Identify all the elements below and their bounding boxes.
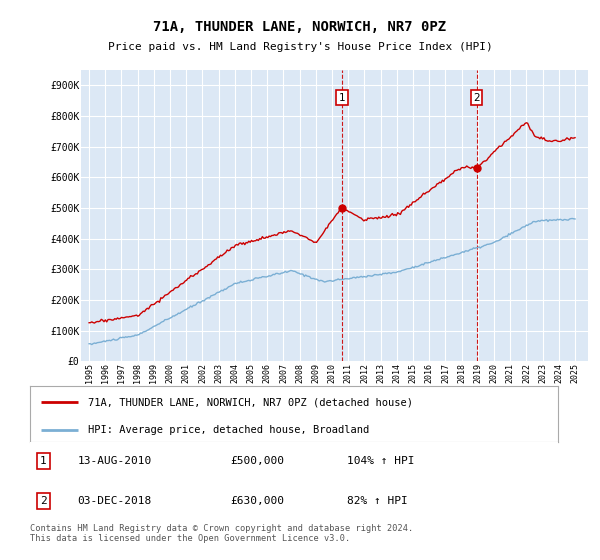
Text: HPI: Average price, detached house, Broadland: HPI: Average price, detached house, Broa… bbox=[88, 425, 370, 435]
Text: 2: 2 bbox=[473, 92, 480, 102]
Text: Price paid vs. HM Land Registry's House Price Index (HPI): Price paid vs. HM Land Registry's House … bbox=[107, 42, 493, 52]
Text: 71A, THUNDER LANE, NORWICH, NR7 0PZ (detached house): 71A, THUNDER LANE, NORWICH, NR7 0PZ (det… bbox=[88, 397, 413, 407]
Text: 1: 1 bbox=[40, 456, 47, 466]
Text: 03-DEC-2018: 03-DEC-2018 bbox=[77, 496, 152, 506]
Text: 1: 1 bbox=[339, 92, 346, 102]
Text: 82% ↑ HPI: 82% ↑ HPI bbox=[347, 496, 407, 506]
Text: 104% ↑ HPI: 104% ↑ HPI bbox=[347, 456, 415, 466]
Text: 2: 2 bbox=[40, 496, 47, 506]
Text: £500,000: £500,000 bbox=[230, 456, 284, 466]
Text: Contains HM Land Registry data © Crown copyright and database right 2024.
This d: Contains HM Land Registry data © Crown c… bbox=[30, 524, 413, 543]
Text: 13-AUG-2010: 13-AUG-2010 bbox=[77, 456, 152, 466]
Text: 71A, THUNDER LANE, NORWICH, NR7 0PZ: 71A, THUNDER LANE, NORWICH, NR7 0PZ bbox=[154, 20, 446, 34]
Text: £630,000: £630,000 bbox=[230, 496, 284, 506]
